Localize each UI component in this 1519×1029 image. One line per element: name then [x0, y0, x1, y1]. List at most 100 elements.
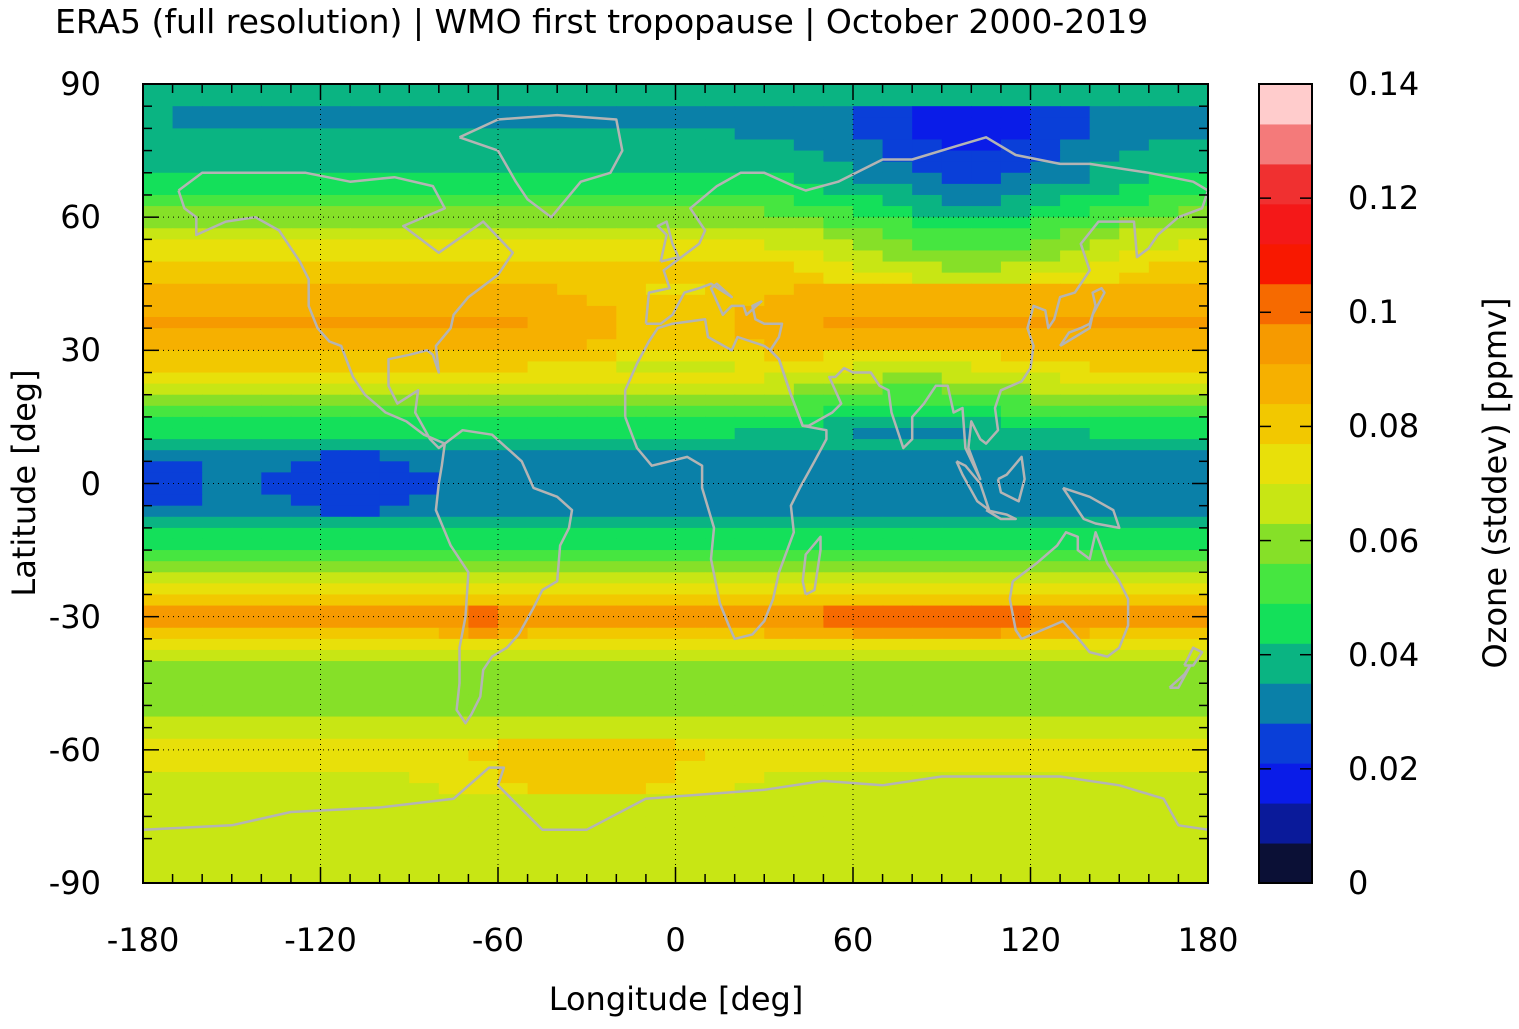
heatmap-cell [379, 416, 410, 429]
heatmap-cell [971, 272, 1002, 285]
heatmap-cell [1148, 505, 1180, 518]
heatmap-cell [1000, 483, 1032, 496]
heatmap-cell [912, 616, 943, 629]
heatmap-cell [764, 394, 795, 407]
heatmap-cell [261, 317, 292, 329]
colorbar-tick-label: 0.08 [1348, 407, 1420, 446]
heatmap-cell [586, 805, 617, 818]
heatmap-cell [1119, 139, 1150, 152]
heatmap-cell [261, 450, 292, 462]
heatmap-cell [320, 350, 351, 363]
heatmap-cell [320, 416, 351, 429]
heatmap-cell [705, 749, 736, 762]
heatmap-cell [527, 772, 558, 784]
heatmap-cell [290, 783, 322, 795]
heatmap-cell [853, 516, 884, 529]
heatmap-cell [1089, 250, 1120, 263]
heatmap-cell [971, 305, 1002, 318]
heatmap-cell [853, 538, 884, 551]
heatmap-cell [912, 705, 943, 718]
heatmap-cell [823, 294, 854, 307]
heatmap-cell [675, 638, 706, 651]
heatmap-cell [616, 871, 647, 884]
heatmap-cell [675, 450, 706, 462]
heatmap-cell [793, 150, 825, 163]
heatmap-cell [1030, 805, 1061, 818]
heatmap-cell [1000, 161, 1032, 174]
heatmap-cell [261, 583, 292, 596]
heatmap-cell [498, 505, 529, 518]
heatmap-cell [527, 760, 558, 773]
heatmap-cell [1089, 638, 1120, 651]
heatmap-cell [1178, 183, 1209, 196]
heatmap-cell [1119, 583, 1150, 596]
heatmap-cell [557, 727, 588, 740]
heatmap-cell [1060, 161, 1091, 174]
heatmap-cell [823, 472, 854, 485]
heatmap-cell [557, 84, 588, 96]
heatmap-cell [143, 816, 174, 829]
heatmap-cell [468, 228, 499, 240]
heatmap-cell [350, 372, 381, 385]
heatmap-cell [645, 328, 677, 340]
heatmap-cell [793, 283, 825, 296]
y-tick-label: 90 [60, 65, 101, 103]
heatmap-cell [1178, 339, 1209, 351]
heatmap-cell [941, 783, 972, 795]
heatmap-cell [734, 694, 765, 707]
heatmap-cell [1178, 727, 1209, 740]
heatmap-cell [143, 383, 174, 396]
heatmap-cell [853, 428, 884, 440]
heatmap-cell [705, 228, 736, 240]
heatmap-cell [320, 594, 351, 607]
heatmap-cell [379, 294, 410, 307]
heatmap-cell [379, 483, 410, 496]
heatmap-cell [941, 505, 972, 518]
heatmap-cell [823, 561, 854, 573]
heatmap-cell [290, 849, 322, 862]
heatmap-cell [853, 649, 884, 662]
heatmap-cell [231, 638, 262, 651]
heatmap-cell [734, 583, 765, 596]
heatmap-cell [1148, 649, 1180, 662]
heatmap-cell [764, 516, 795, 529]
heatmap-cell [882, 283, 913, 296]
heatmap-cell [1119, 683, 1150, 695]
heatmap-cell [823, 572, 854, 584]
heatmap-cell [971, 649, 1002, 662]
heatmap-cell [941, 361, 972, 374]
heatmap-cell [557, 317, 588, 329]
heatmap-cell [468, 860, 499, 873]
heatmap-cell [823, 783, 854, 795]
heatmap-cell [941, 217, 972, 229]
heatmap-cell [557, 860, 588, 873]
heatmap-cell [261, 516, 292, 529]
heatmap-cell [261, 672, 292, 684]
heatmap-cell [941, 228, 972, 240]
heatmap-cell [1030, 527, 1061, 540]
heatmap-cell [705, 627, 736, 640]
heatmap-cell [379, 871, 410, 884]
heatmap-cell [527, 838, 558, 851]
heatmap-cell [557, 594, 588, 607]
heatmap-cell [971, 383, 1002, 396]
heatmap-cell [261, 439, 292, 451]
heatmap-cell [1148, 605, 1180, 618]
heatmap-cell [941, 128, 972, 141]
heatmap-cell [231, 783, 262, 795]
heatmap-cell [557, 283, 588, 296]
heatmap-cell [793, 672, 825, 684]
heatmap-cell [793, 583, 825, 596]
heatmap-cell [734, 794, 765, 806]
heatmap-cell [202, 250, 233, 263]
heatmap-cell [853, 305, 884, 318]
heatmap-cell [527, 117, 558, 129]
heatmap-cell [1119, 760, 1150, 773]
heatmap-cell [498, 694, 529, 707]
heatmap-cell [1089, 472, 1120, 485]
heatmap-cell [438, 838, 470, 851]
heatmap-cell [971, 439, 1002, 451]
heatmap-cell [971, 683, 1002, 695]
heatmap-cell [438, 772, 470, 784]
heatmap-cell [882, 416, 913, 429]
